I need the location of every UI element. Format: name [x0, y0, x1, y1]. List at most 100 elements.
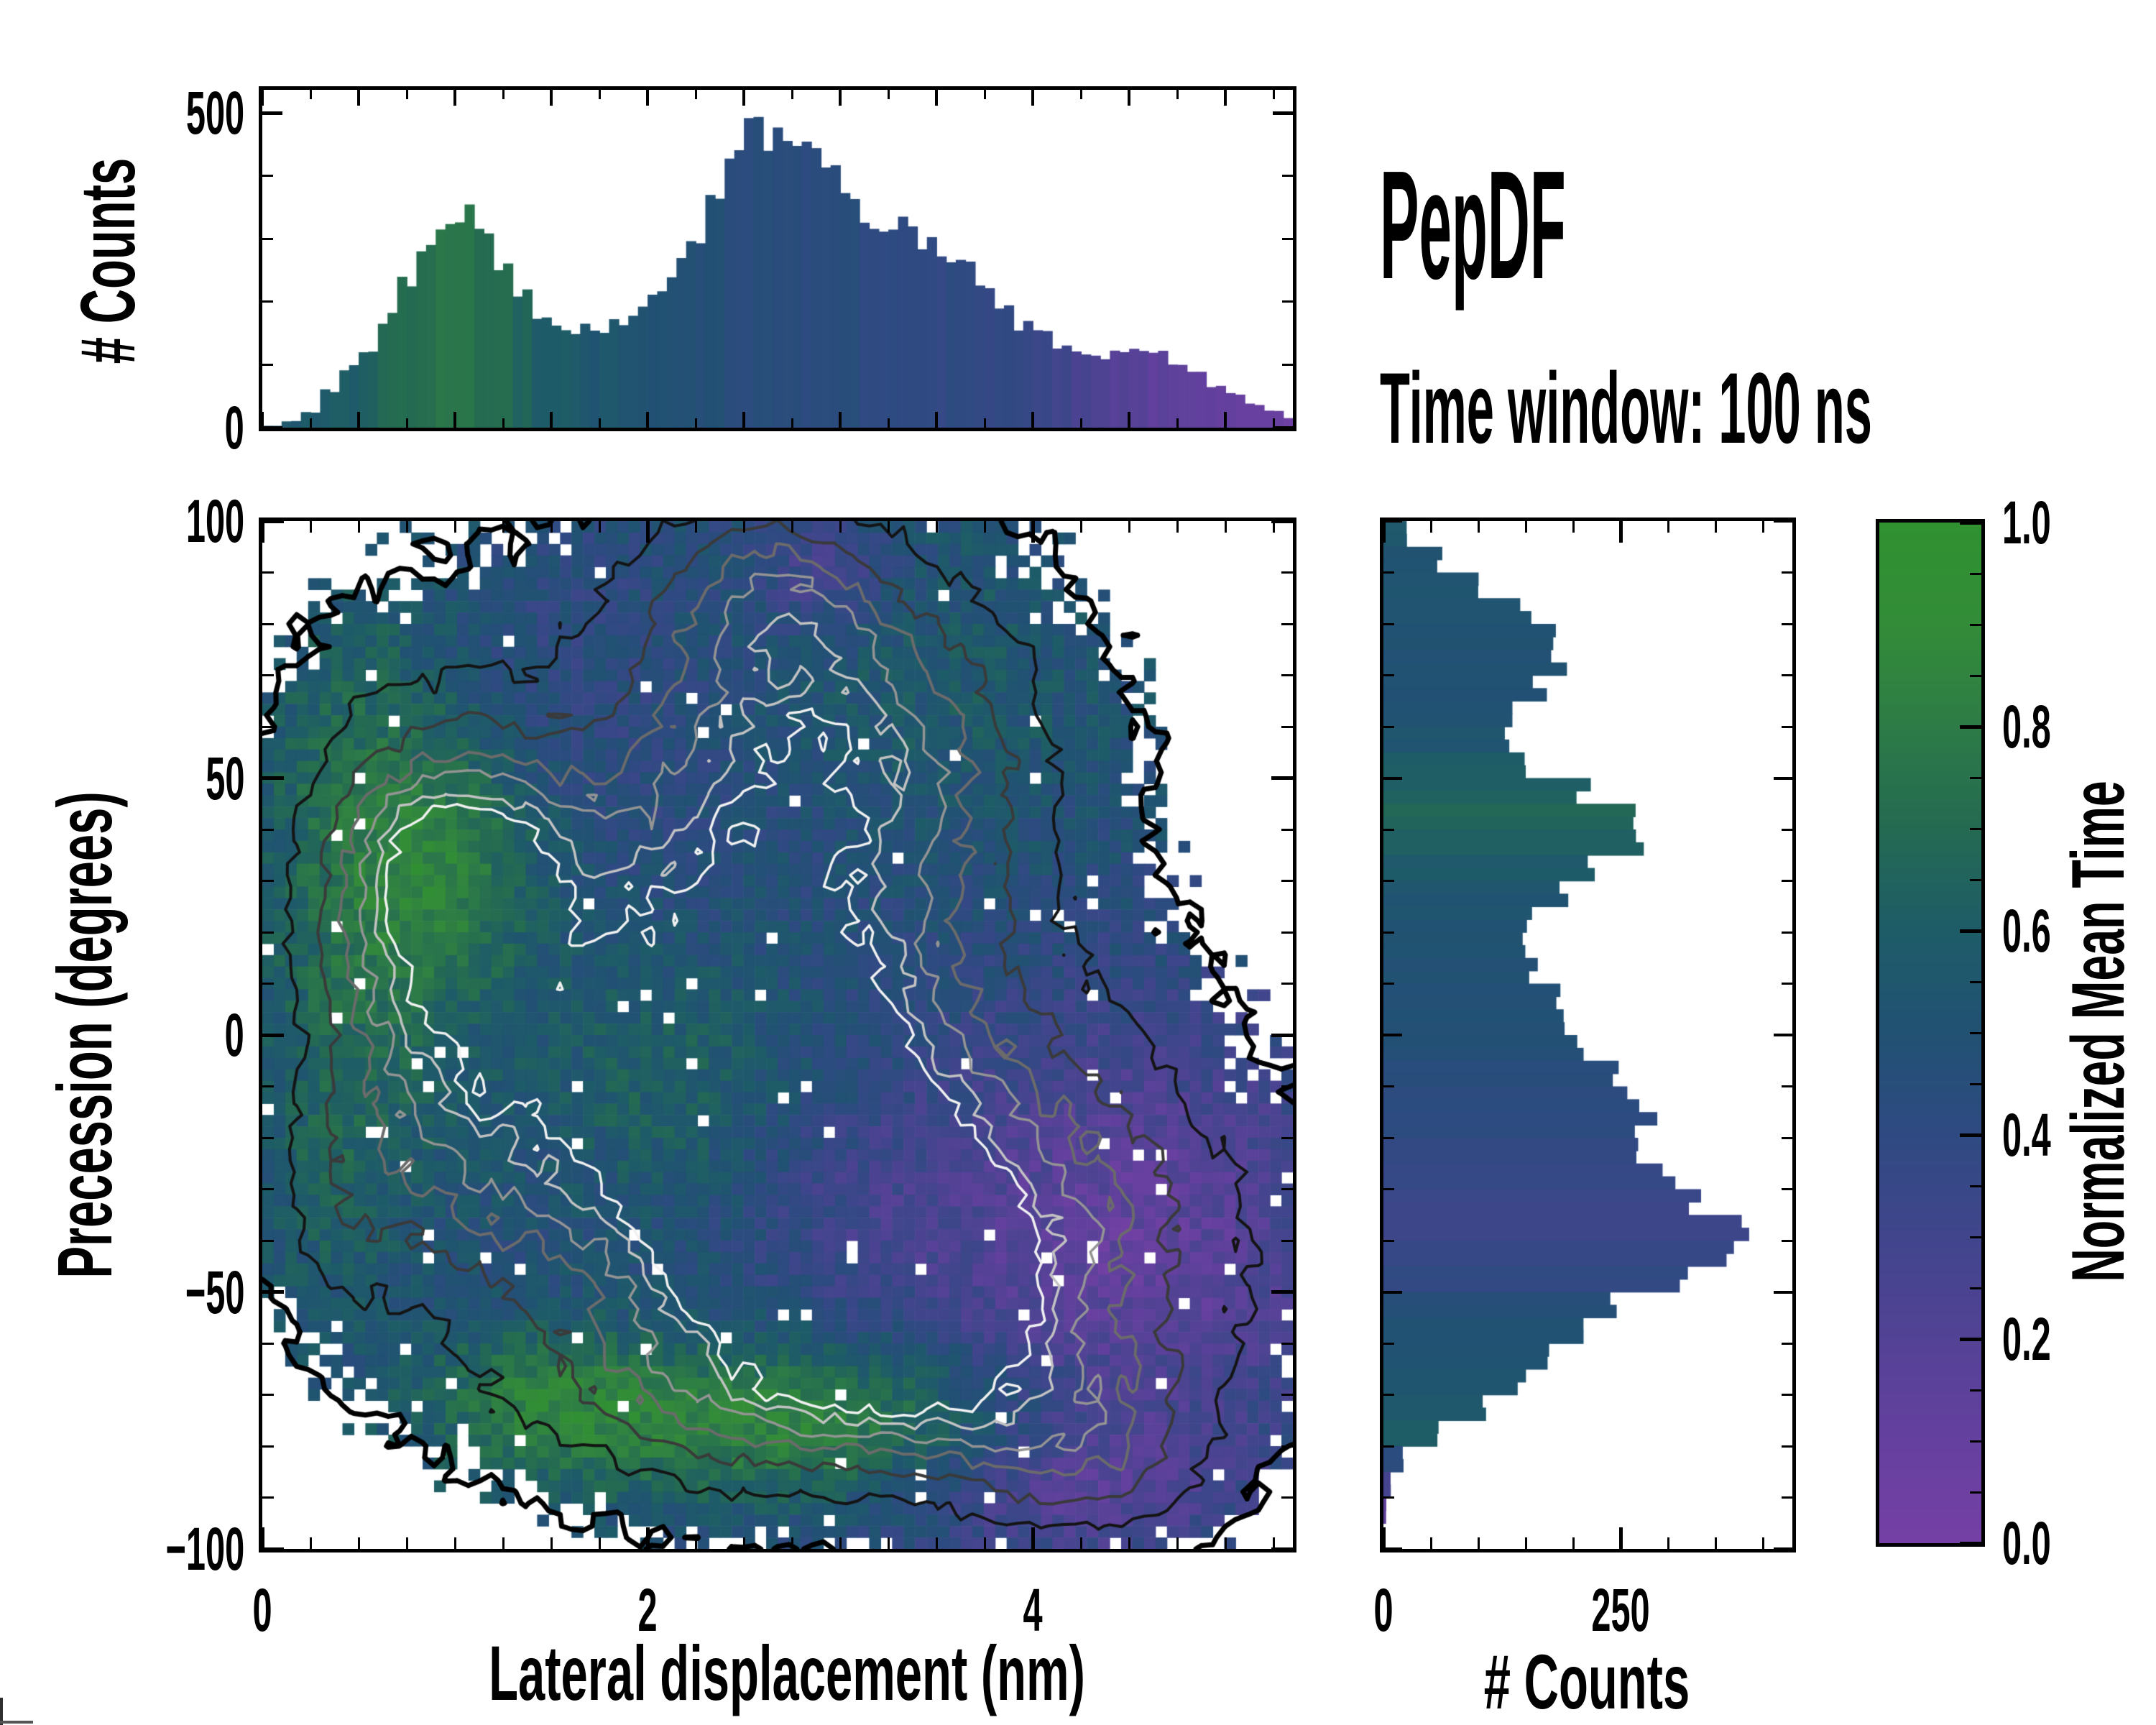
tick-mark	[1782, 931, 1792, 934]
tick-mark	[262, 931, 274, 934]
tick-label: 0	[252, 1576, 272, 1644]
tick-mark	[1782, 725, 1792, 728]
tick-mark	[1383, 1547, 1402, 1550]
tick-mark	[1224, 1537, 1227, 1549]
tick-label: 2	[637, 1576, 658, 1644]
tick-mark	[1383, 828, 1394, 831]
corner-artifact-vline	[0, 1698, 3, 1725]
tick-mark	[405, 418, 408, 428]
tick-mark	[1383, 1188, 1394, 1190]
tick-mark	[1381, 521, 1386, 543]
tick-mark	[1282, 237, 1293, 240]
tick-mark	[645, 1527, 650, 1549]
tick-mark	[1079, 418, 1082, 428]
tick-mark	[309, 521, 312, 533]
tick-mark	[1383, 1239, 1394, 1242]
tick-mark	[1970, 1287, 1981, 1289]
tick-mark	[1272, 1537, 1275, 1549]
tick-mark	[1383, 1290, 1402, 1294]
tick-mark	[1273, 426, 1293, 430]
tick-mark	[1383, 880, 1394, 882]
top-histogram-panel	[259, 86, 1296, 431]
tick-mark	[1176, 1537, 1179, 1549]
tick-mark	[502, 1537, 505, 1549]
tick-mark	[357, 521, 360, 533]
tick-mark	[1281, 931, 1293, 934]
tick-mark	[1383, 776, 1402, 780]
tick-mark	[1782, 1239, 1792, 1242]
tick-mark	[262, 1188, 274, 1190]
tick-mark	[260, 1527, 264, 1549]
tick-mark	[1774, 1290, 1792, 1294]
tick-mark	[262, 983, 274, 985]
tick-mark	[1272, 418, 1275, 428]
tick-mark	[1383, 1342, 1394, 1345]
tick-mark	[1960, 520, 1981, 525]
right-histogram-canvas	[1383, 521, 1792, 1549]
tick-mark	[1128, 90, 1131, 106]
tick-mark	[1774, 520, 1792, 523]
tick-mark	[598, 1537, 601, 1549]
tick-mark	[1970, 827, 1981, 830]
tick-mark	[1383, 931, 1394, 934]
tick-mark	[1782, 1445, 1792, 1448]
tick-mark	[1272, 521, 1275, 533]
tick-mark	[1761, 1537, 1764, 1549]
tick-mark	[646, 90, 650, 106]
tick-mark	[1477, 521, 1480, 533]
heatmap-canvas	[262, 521, 1293, 1549]
tick-mark	[262, 111, 282, 115]
tick-mark	[1271, 519, 1293, 523]
tick-mark	[1176, 418, 1179, 428]
tick-mark	[1079, 521, 1082, 533]
tick-label: 0.2	[2002, 1305, 2051, 1373]
tick-mark	[1782, 1496, 1792, 1499]
tick-mark	[453, 521, 456, 533]
tick-mark	[1782, 1342, 1792, 1345]
tick-mark	[1383, 1496, 1394, 1499]
tick-mark	[262, 1033, 284, 1037]
tick-mark	[694, 1537, 697, 1549]
tick-mark	[1970, 1389, 1981, 1392]
tick-mark	[1970, 1491, 1981, 1494]
tick-mark	[405, 521, 408, 533]
tick-mark	[1383, 1136, 1394, 1139]
tick-mark	[742, 521, 745, 533]
tick-mark	[935, 412, 939, 428]
tick-mark	[1618, 521, 1623, 543]
tick-mark	[1282, 300, 1293, 303]
tick-mark	[262, 1085, 274, 1087]
tick-mark	[1128, 521, 1130, 533]
tick-label: −100	[165, 1515, 244, 1583]
tick-mark	[1176, 90, 1179, 99]
tick-mark	[598, 521, 601, 533]
tick-mark	[1383, 571, 1394, 574]
tick-mark	[887, 521, 890, 533]
tick-mark	[1970, 1082, 1981, 1085]
tick-mark	[1970, 1184, 1981, 1187]
tick-mark	[1281, 674, 1293, 676]
tick-mark	[453, 412, 457, 428]
tick-mark	[1782, 1136, 1792, 1139]
tick-mark	[1960, 1541, 1981, 1545]
tick-mark	[1774, 776, 1792, 780]
tick-mark	[1128, 1537, 1130, 1549]
tick-mark	[262, 300, 273, 303]
tick-mark	[839, 1537, 842, 1549]
tick-mark	[1774, 1547, 1792, 1550]
tick-mark	[1782, 571, 1792, 574]
tick-mark	[405, 1537, 408, 1549]
heatmap-xlabel: Lateral displacement (nm)	[489, 1629, 1085, 1716]
tick-label: 0	[224, 1001, 244, 1069]
tick-mark	[1031, 521, 1035, 543]
tick-mark	[1383, 1034, 1402, 1036]
tick-mark	[598, 418, 601, 428]
tick-mark	[262, 1342, 274, 1345]
tick-mark	[1714, 1537, 1717, 1549]
tick-mark	[1774, 1034, 1792, 1036]
tick-mark	[1383, 1085, 1394, 1087]
tick-mark	[1667, 521, 1669, 533]
tick-mark	[1281, 1394, 1293, 1396]
tick-mark	[839, 90, 842, 106]
tick-mark	[1281, 983, 1293, 985]
